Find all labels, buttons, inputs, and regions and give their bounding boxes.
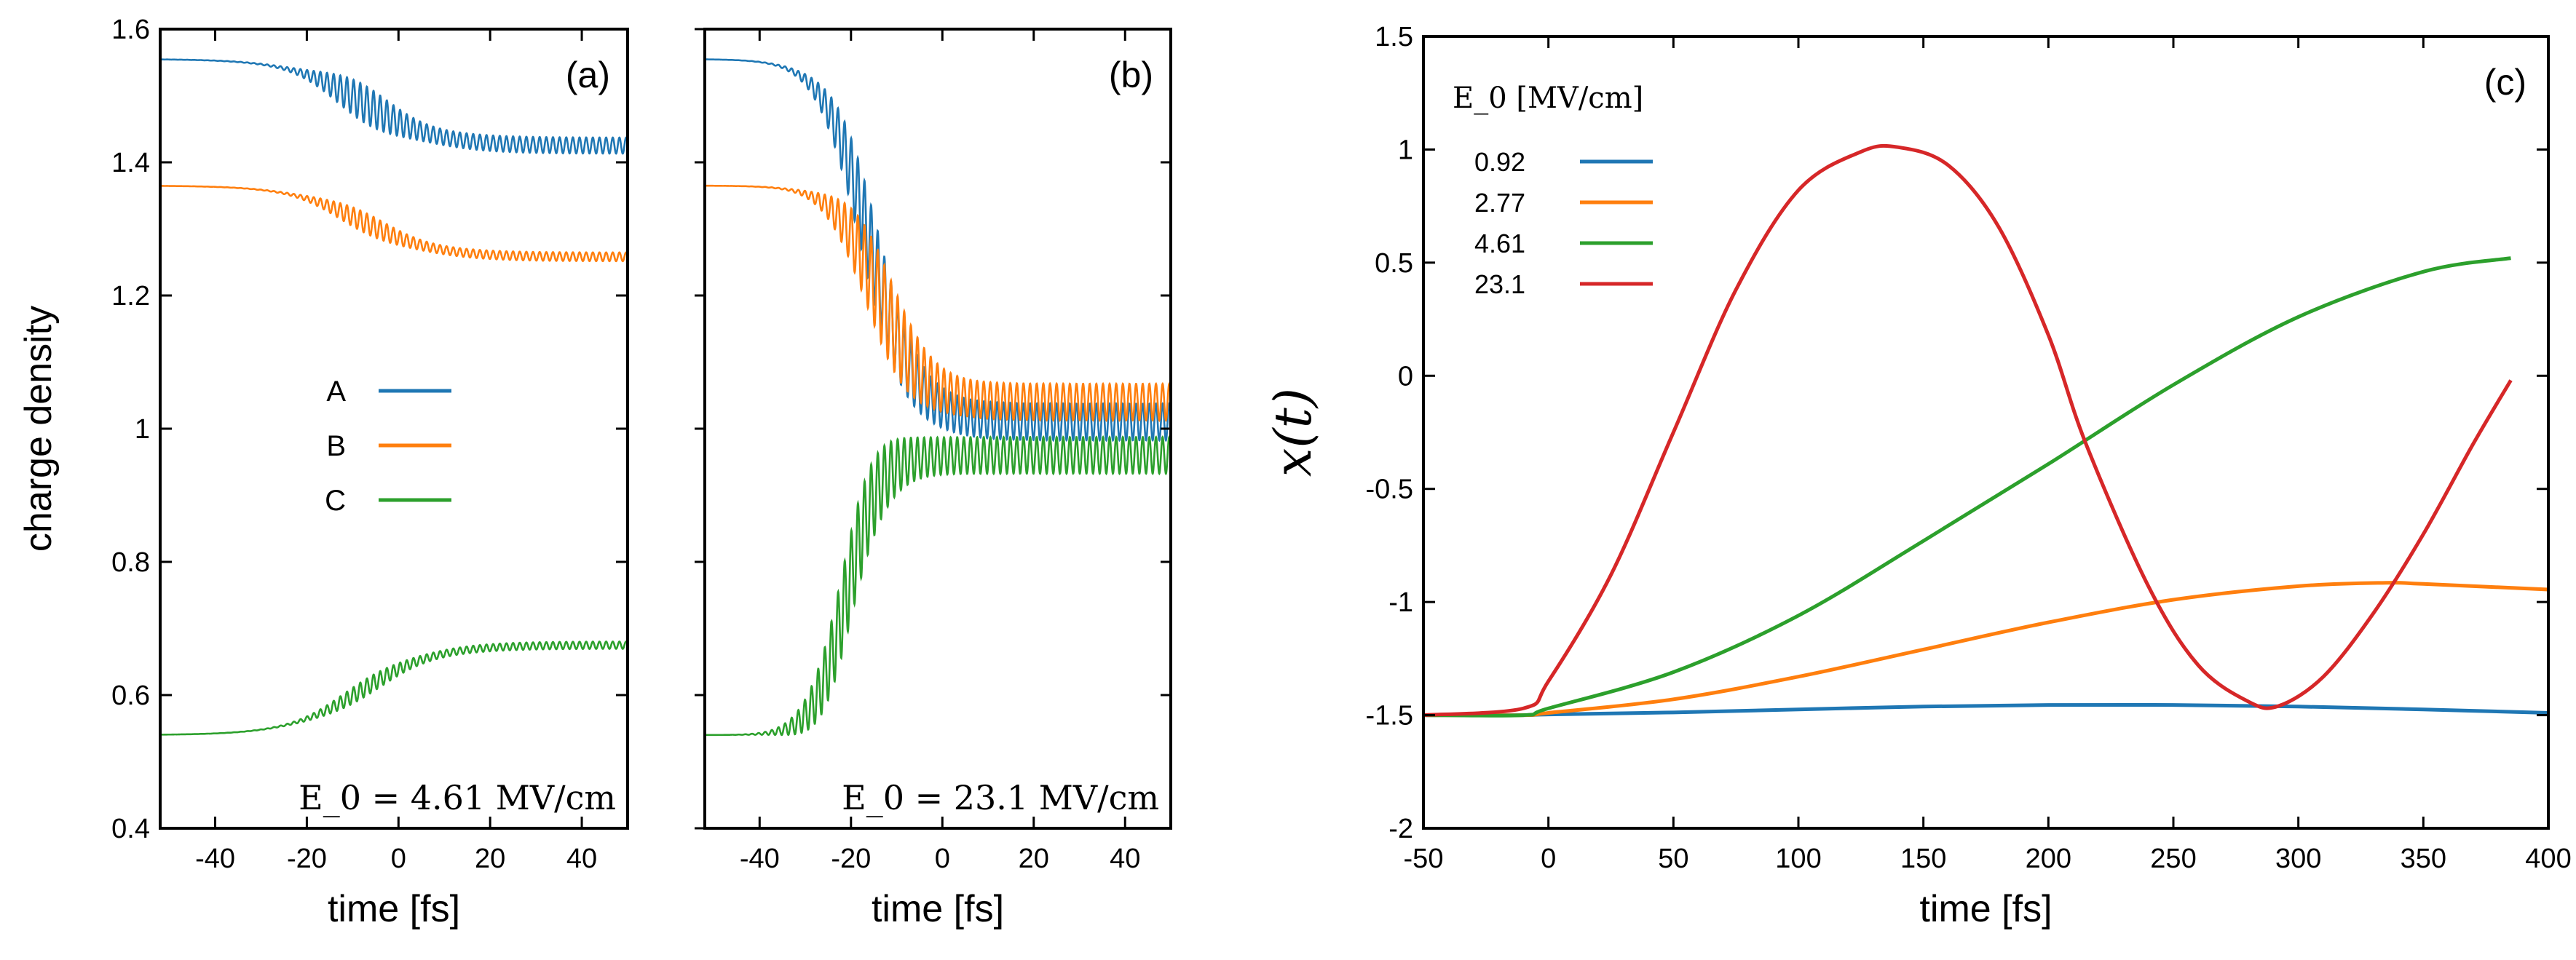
panel-c: -50 0 50 100 150 200 250 300 350 400 1.5 1 0.5 0 -0.5 -… [1263,22,2572,930]
legend-title: E_0 [MV/cm] [1453,82,1643,115]
panel-b: -40 -20 0 20 40 (b) time [fs] E_0 = 23.1 MV/cm [695,28,1172,930]
y-tick-label: 0.8 [111,547,150,578]
series-line-A [160,58,629,155]
series-line-A [705,58,1172,443]
y-tick-label: 0 [1398,361,1413,392]
x-axis-label: time [fs] [328,888,460,930]
x-tick-label: 200 [2026,844,2071,874]
field-annotation: E_0 = 4.61 MV/cm [299,778,616,817]
series-line-2.77 [1423,581,2549,718]
y-tick-label: 0.5 [1375,248,1413,279]
y-tick-label: 1.4 [111,148,150,178]
x-tick-label: -40 [740,844,780,874]
legend: ABC [325,376,451,517]
y-tick-label: -0.5 [1366,475,1413,505]
y-tick-label: 1.2 [111,281,150,312]
y-tick-label: -1.5 [1366,701,1413,731]
series-line-C [705,435,1172,737]
x-tick-label: -20 [831,844,871,874]
x-tick-label: -40 [195,844,235,874]
y-tick-label: 1.6 [111,15,150,45]
y-tick-label: 0.4 [111,814,150,844]
x-tick-label: 40 [1110,844,1140,874]
x-tick-label: -50 [1404,844,1444,874]
legend: E_0 [MV/cm] 0.92 2.77 4.61 23.1 [1453,82,1653,299]
legend-label: 23.1 [1474,269,1525,299]
x-tick-label: 250 [2150,844,2196,874]
panel-label: (c) [2484,62,2526,103]
x-tick-label: 0 [1541,844,1556,874]
panel-a: -40 -20 0 20 40 0.4 0.6 0.8 1 1.2 1.4 1.6 (a) time [f… [17,15,629,930]
plot-frame [1422,35,2550,830]
x-tick-label: 100 [1775,844,1821,874]
x-tick-label: 40 [566,844,597,874]
x-tick-label: -20 [287,844,327,874]
x-tick-label: 0 [935,844,950,874]
series-line-C [160,640,629,736]
y-axis-label: x(t) [1263,388,1323,477]
x-tick-label: 350 [2401,844,2446,874]
y-tick-label: 1 [135,414,150,445]
legend-label: C [325,485,346,517]
y-tick-label: -2 [1388,814,1413,844]
legend-label: A [326,376,346,408]
x-tick-label: 20 [1019,844,1049,874]
x-tick-label: 20 [475,844,505,874]
x-tick-label: 300 [2275,844,2321,874]
x-axis-label: time [fs] [872,888,1004,930]
series-line-B [160,185,629,263]
legend-label: 0.92 [1474,147,1525,177]
panel-label: (b) [1109,55,1153,95]
y-tick-label: 1.5 [1375,22,1413,52]
legend-label: B [326,430,346,462]
panel-label: (a) [566,55,610,95]
x-axis-label: time [fs] [1919,888,2052,930]
series-line-4.61 [1423,256,2511,718]
field-annotation: E_0 = 23.1 MV/cm [842,778,1159,817]
y-axis-label: charge density [17,306,60,552]
x-tick-label: 400 [2525,844,2571,874]
y-tick-label: -1 [1388,587,1413,618]
legend-label: 2.77 [1474,188,1525,218]
x-tick-label: 50 [1658,844,1688,874]
series-line-23.1 [1423,143,2513,718]
x-tick-label: 0 [391,844,406,874]
x-tick-label: 150 [1900,844,1946,874]
y-tick-label: 1 [1398,135,1413,165]
legend-label: 4.61 [1474,229,1525,258]
series-line-B [705,184,1172,423]
y-tick-label: 0.6 [111,681,150,711]
